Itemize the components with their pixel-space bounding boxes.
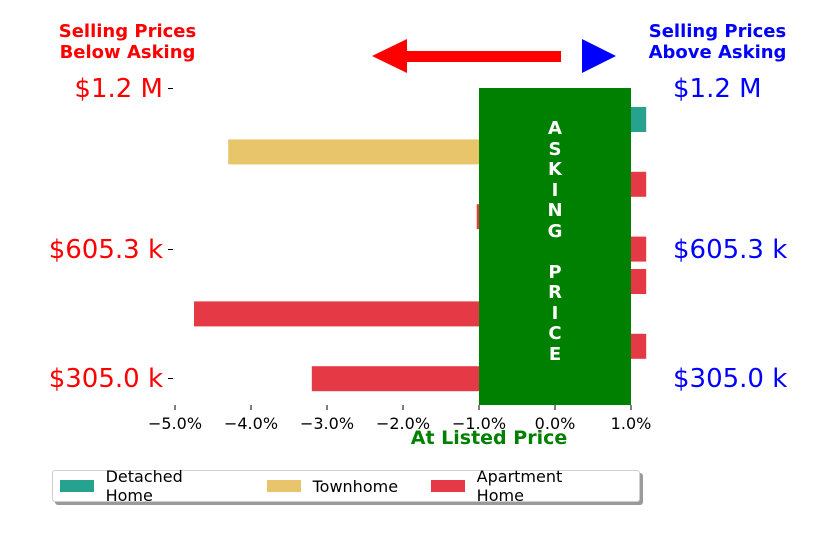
- asking-letter-10: C: [548, 323, 562, 344]
- x-tick-label-4: −1.0%: [451, 414, 507, 433]
- left-arrow-icon: [372, 39, 561, 73]
- x-tick-label-3: −2.0%: [375, 414, 431, 433]
- price-tick-bottom: [168, 378, 173, 379]
- price-tick-middle: [168, 249, 173, 250]
- asking-letter-8: R: [548, 282, 562, 303]
- asking-letter-11: E: [548, 343, 562, 365]
- price-right-bottom: $305.0 k: [673, 364, 788, 394]
- price-right-middle: $605.3 k: [673, 235, 788, 265]
- legend-label-apartment: Apartment Home: [476, 467, 563, 505]
- price-left-bottom: $305.0 k: [48, 364, 163, 394]
- legend-label-townhome: Townhome: [312, 476, 399, 496]
- asking-letter-2: K: [548, 159, 562, 180]
- asking-letter-5: G: [547, 220, 563, 242]
- legend-swatch-detached: [60, 480, 94, 492]
- legend-item-detached: Detached Home: [60, 467, 234, 505]
- price-tick-top: [168, 88, 173, 89]
- asking-letter-3: I: [551, 179, 559, 201]
- asking-letter-9: I: [551, 302, 559, 324]
- legend: Detached Home Townhome Apartment Home: [52, 467, 640, 505]
- x-tick-label-1: −4.0%: [223, 414, 279, 433]
- legend-item-townhome: Townhome: [266, 476, 399, 496]
- asking-letter-0: A: [548, 118, 562, 139]
- x-axis-ticks: [174, 405, 632, 410]
- legend-item-apartment: Apartment Home: [431, 467, 613, 505]
- asking-letter-7: P: [548, 261, 562, 283]
- x-tick-label-0: −5.0%: [147, 414, 203, 433]
- legend-label-detached: Detached Home: [105, 467, 183, 505]
- asking-letter-4: N: [547, 200, 563, 221]
- header-above-asking: Selling Prices Above Asking: [648, 21, 787, 63]
- x-tick-label-2: −3.0%: [299, 414, 355, 433]
- x-axis-caption: At Listed Price: [410, 427, 568, 449]
- price-right-top: $1.2 M: [673, 74, 762, 104]
- x-tick-label-5: 0.0%: [534, 414, 576, 433]
- header-below-asking: Selling Prices Below Asking: [58, 21, 197, 63]
- direction-arrows: [372, 39, 616, 73]
- asking-letter-1: S: [548, 138, 562, 160]
- legend-swatch-apartment: [431, 480, 465, 492]
- price-left-top: $1.2 M: [74, 74, 163, 104]
- legend-swatch-townhome: [266, 480, 301, 492]
- right-arrow-icon: [582, 39, 616, 73]
- asking-letter-6: [479, 242, 631, 263]
- price-left-middle: $605.3 k: [48, 235, 163, 265]
- x-tick-label-6: 1.0%: [610, 414, 652, 433]
